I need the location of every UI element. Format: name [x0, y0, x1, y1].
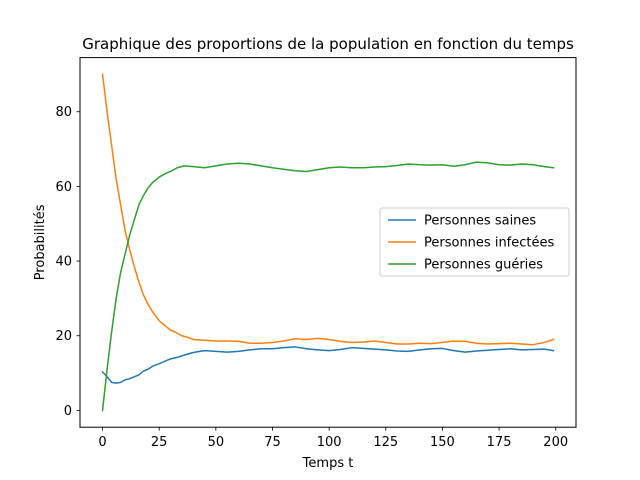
legend-label-1: Personnes infectées	[424, 236, 554, 251]
axes: 0 25 50 75 100 125 150 175 200 0 20 40 60 80	[55, 105, 568, 450]
y-tick-label: 0	[64, 404, 72, 419]
x-tick-label: 50	[208, 435, 225, 450]
legend-label-0: Personnes saines	[424, 214, 536, 229]
x-axis-label: Temps t	[302, 456, 354, 471]
x-tick-label: 175	[487, 435, 512, 450]
y-tick-label: 20	[55, 329, 72, 344]
x-tick-label: 100	[317, 435, 342, 450]
y-axis-label: Probabilités	[33, 204, 48, 280]
y-tick-label: 80	[55, 105, 72, 120]
x-tick-label: 200	[543, 435, 568, 450]
axes-frame	[79, 57, 577, 428]
y-tick-label: 40	[55, 255, 72, 270]
legend-label-2: Personnes guéries	[424, 258, 543, 273]
x-tick-label: 150	[430, 435, 455, 450]
series-line-1	[101, 73, 555, 346]
legend: Personnes saines Personnes infectées Perso…	[379, 207, 570, 277]
series-line-0	[101, 346, 555, 384]
x-tick-label: 25	[151, 435, 168, 450]
legend-box	[379, 207, 570, 277]
chart-title: Graphique des proportions de la populati…	[82, 35, 574, 53]
plot-area	[101, 73, 555, 412]
x-tick-label: 0	[98, 435, 106, 450]
x-tick-label: 125	[373, 435, 398, 450]
x-tick-label: 75	[264, 435, 281, 450]
y-tick-label: 60	[55, 180, 72, 195]
series-line-2	[101, 161, 555, 412]
